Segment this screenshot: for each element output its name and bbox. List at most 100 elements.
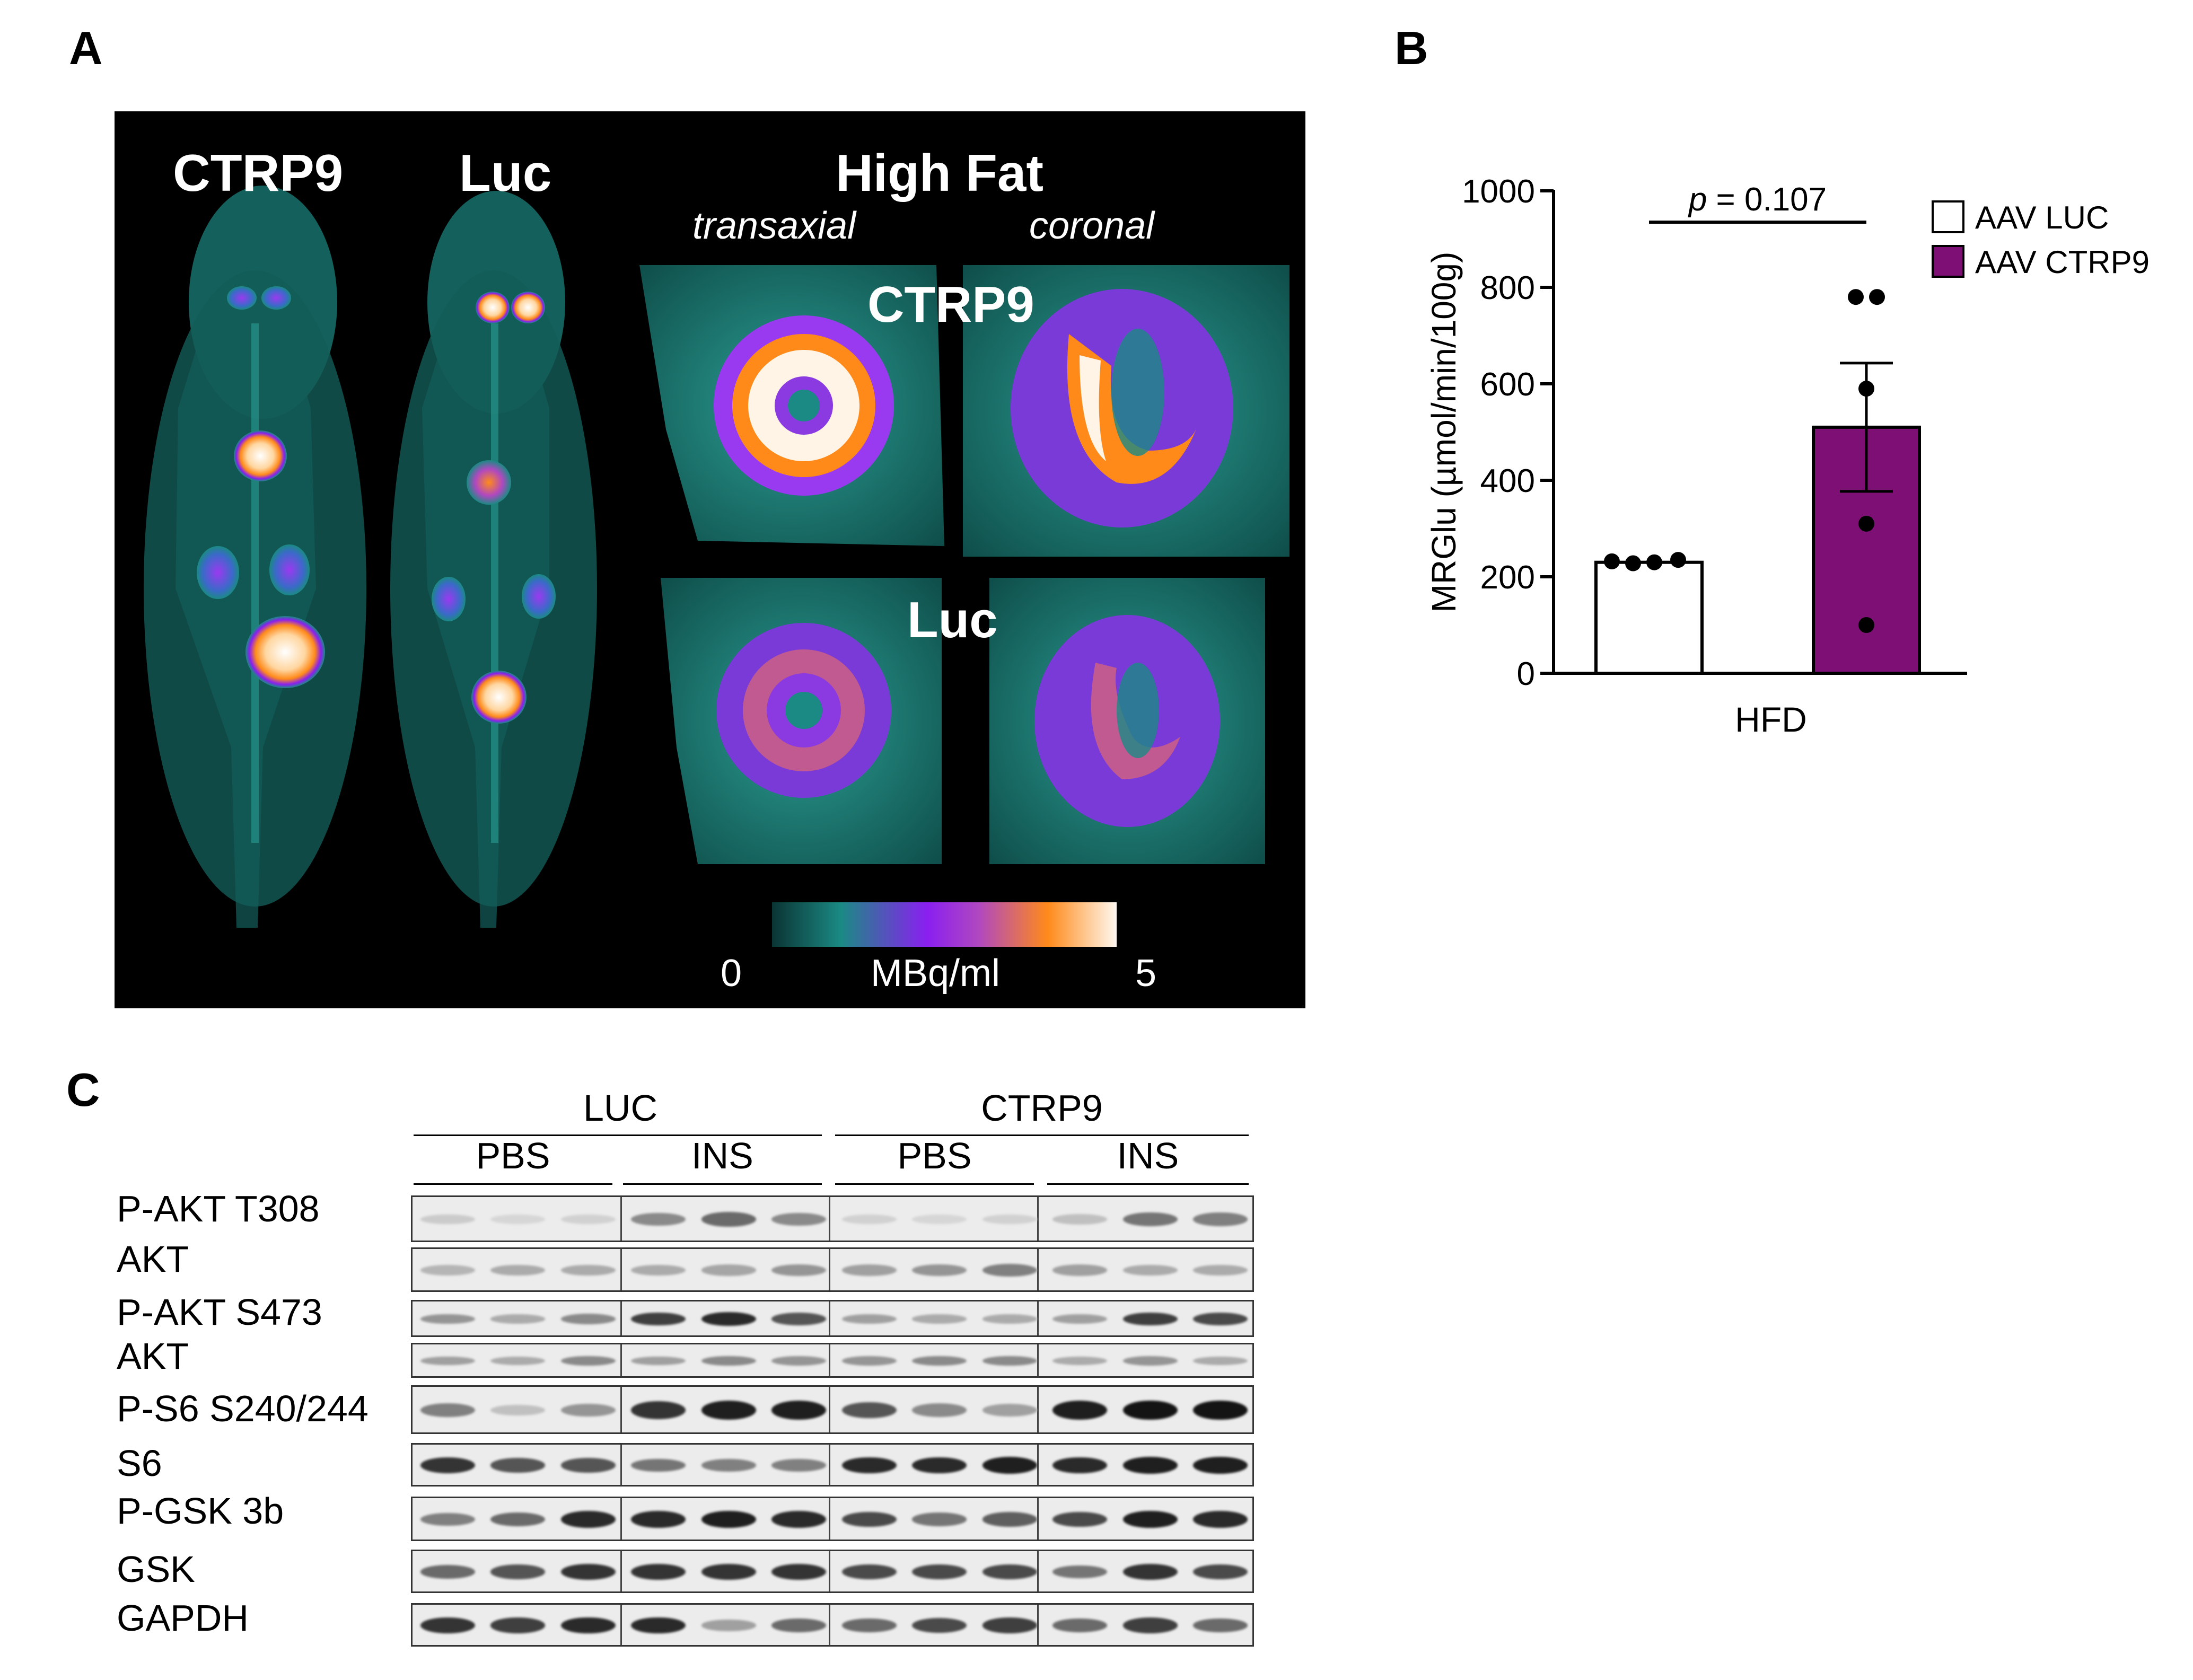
blot-strip: [411, 1443, 1254, 1487]
blot-row-label: GAPDH: [117, 1597, 249, 1639]
blot-band: [631, 1458, 686, 1472]
blot-band: [420, 1403, 475, 1418]
blot-band: [560, 1403, 616, 1417]
pet-image-panel: CTRP9 Luc High Fat transaxial coronal CT…: [115, 111, 1305, 1008]
blot-band: [1052, 1565, 1108, 1579]
blot-lane-divider: [620, 1605, 622, 1645]
blot-band: [1193, 1212, 1248, 1226]
blot-band: [701, 1264, 756, 1276]
blot-lane-divider: [1037, 1197, 1039, 1241]
blot-lane-divider: [620, 1344, 622, 1376]
blot-band: [982, 1314, 1037, 1324]
blot-lane-divider: [1037, 1387, 1039, 1432]
blot-strip: [411, 1300, 1254, 1337]
legend-label-aav-ctrp9: AAV CTRP9: [1975, 244, 2150, 280]
blot-lane-divider: [829, 1301, 830, 1335]
blot-band: [1193, 1564, 1248, 1580]
blot-band: [982, 1617, 1037, 1633]
blot-band: [490, 1458, 546, 1473]
blot-lane-divider: [620, 1249, 622, 1290]
pet-inner-label-luc: Luc: [907, 592, 998, 648]
blot-band: [771, 1563, 827, 1580]
blot-band: [560, 1356, 616, 1366]
blot-band: [1122, 1356, 1178, 1366]
blot-row-label: P-AKT S473: [117, 1291, 322, 1333]
data-point: [1646, 554, 1662, 570]
blot-strip: [411, 1550, 1254, 1593]
blot-lane-divider: [1037, 1551, 1039, 1591]
blot-lane-divider: [829, 1605, 830, 1645]
pet-sub-transaxial: transaxial: [692, 205, 856, 247]
blot-band: [1052, 1401, 1108, 1420]
pet-inner-label-ctrp9: CTRP9: [867, 276, 1034, 333]
scale-unit-label: MBq/ml: [871, 952, 1001, 995]
blot-band: [841, 1264, 897, 1276]
blot-band: [490, 1264, 546, 1276]
blot-band: [631, 1212, 686, 1226]
blot-band: [841, 1314, 897, 1324]
blot-lane-divider: [620, 1445, 622, 1485]
y-tick-label: 400: [1480, 463, 1535, 499]
subgroup-label-luc-pbs: PBS: [476, 1135, 550, 1176]
blot-band: [420, 1214, 475, 1225]
blot-band: [420, 1617, 475, 1634]
pet-col-title-high-fat: High Fat: [836, 144, 1043, 202]
blot-band: [420, 1512, 475, 1526]
blot-band: [1052, 1511, 1108, 1527]
blot-band: [631, 1356, 686, 1366]
blot-band: [490, 1404, 546, 1416]
blot-band: [420, 1314, 475, 1324]
blot-band: [490, 1617, 546, 1633]
blot-band: [490, 1356, 546, 1366]
blot-lane-divider: [620, 1551, 622, 1591]
blot-band: [771, 1264, 827, 1277]
legend-swatch-aav-luc: [1932, 200, 1964, 233]
data-point: [1604, 553, 1620, 569]
blot-lane-divider: [620, 1498, 622, 1540]
blot-band: [631, 1401, 686, 1419]
data-point: [1858, 515, 1874, 532]
heart-ctrp9-coronal: [963, 265, 1290, 557]
blot-lane-divider: [829, 1498, 830, 1540]
mouse-ctrp9-whole-body: [144, 186, 366, 928]
heart-ctrp9-transaxial: [639, 265, 944, 546]
blot-band: [631, 1511, 686, 1528]
blot-band: [1052, 1619, 1108, 1632]
blot-band: [631, 1563, 686, 1580]
blot-band: [912, 1617, 967, 1633]
group-label-ctrp9: CTRP9: [981, 1087, 1103, 1129]
data-point: [1858, 617, 1874, 633]
y-tick-label: 200: [1480, 559, 1535, 596]
blot-band: [771, 1459, 827, 1472]
blot-band: [841, 1356, 897, 1366]
blot-strip: [411, 1603, 1254, 1647]
blot-strip: [411, 1385, 1254, 1434]
blot-band: [701, 1563, 756, 1580]
blot-band: [701, 1401, 756, 1420]
scale-min-label: 0: [721, 952, 742, 995]
blot-band: [771, 1212, 827, 1226]
mouse-luc-whole-body: [390, 191, 597, 928]
blot-band: [490, 1314, 546, 1324]
blot-band: [701, 1356, 756, 1366]
blot-band: [982, 1214, 1037, 1225]
blot-row-label: S6: [117, 1442, 162, 1484]
colour-scale-bar: [772, 902, 1117, 947]
blot-lane-divider: [1037, 1445, 1039, 1485]
blot-band: [912, 1457, 967, 1474]
panel-letter-c: C: [66, 1063, 100, 1116]
blot-band: [1122, 1617, 1178, 1633]
blot-band: [560, 1563, 616, 1580]
data-point: [1869, 289, 1885, 305]
blot-band: [912, 1356, 967, 1366]
blot-band: [1193, 1264, 1248, 1276]
blot-band: [1193, 1400, 1248, 1420]
blot-band: [982, 1457, 1037, 1474]
blot-band: [420, 1265, 475, 1276]
blot-lane-divider: [829, 1197, 830, 1241]
heart-luc-transaxial: [661, 578, 942, 864]
blot-band: [841, 1511, 897, 1527]
data-point: [1858, 381, 1874, 397]
blot-band: [560, 1214, 616, 1225]
blot-band: [1052, 1356, 1108, 1366]
